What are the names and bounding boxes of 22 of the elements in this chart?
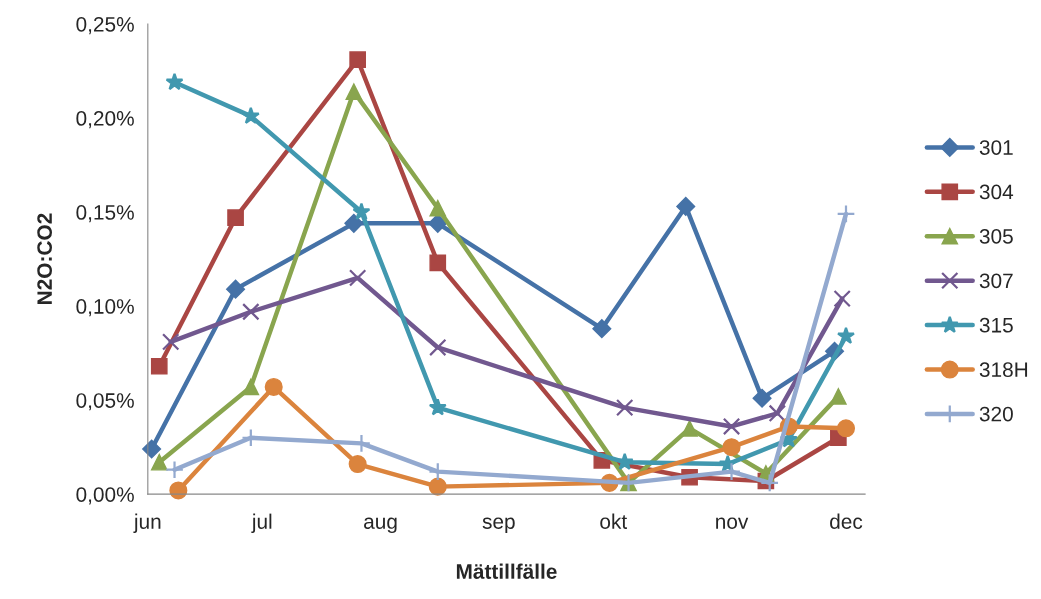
x-tick-label: nov <box>716 517 749 529</box>
y-tick-label: 0,20% <box>76 111 134 129</box>
y-axis-title: N2O:CO2 <box>37 213 52 304</box>
legend-label: 304 <box>979 184 1014 200</box>
x-tick-label: sep <box>482 517 515 534</box>
x-tick-label: jul <box>251 513 272 534</box>
legend-label: 318H <box>979 362 1028 378</box>
legend-label: 305 <box>979 229 1013 244</box>
x-tick-label: okt <box>600 513 628 529</box>
x-tick-label: jun <box>133 513 161 534</box>
x-axis-title: Mättillfälle <box>456 563 557 579</box>
legend-label: 315 <box>979 317 1013 333</box>
x-tick-label: aug <box>364 517 397 534</box>
x-tick-label: dec <box>830 513 863 529</box>
legend-label: 307 <box>979 273 1013 289</box>
y-tick-label: 0,05% <box>76 393 134 411</box>
legend-label: 301 <box>979 140 1013 155</box>
y-tick-label: 0,10% <box>76 299 134 317</box>
y-tick-label: 0,15% <box>76 205 134 223</box>
y-tick-label: 0,25% <box>76 16 134 35</box>
legend-label: 320 <box>979 406 1013 422</box>
y-tick-label: 0,00% <box>76 487 134 505</box>
